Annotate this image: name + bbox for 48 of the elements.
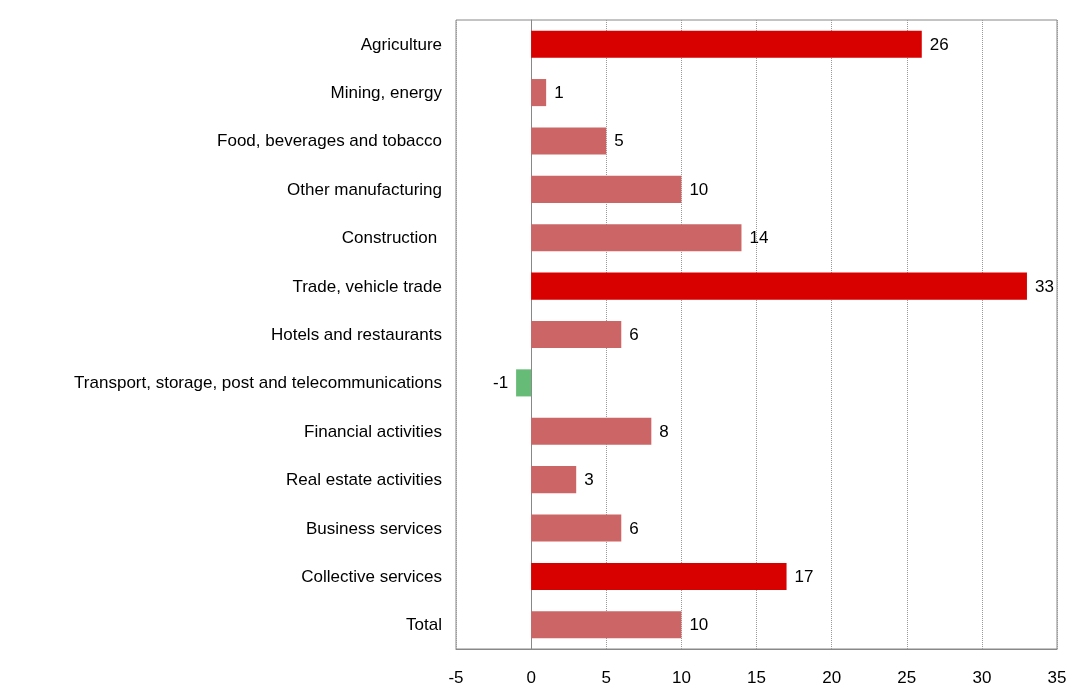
x-tick-label: 20 — [822, 668, 842, 687]
data-label: 6 — [629, 325, 639, 344]
y-tick-label: Mining, energy — [330, 83, 443, 103]
y-tick-label: Total — [406, 615, 442, 635]
y-tick-label: Hotels and restaurants — [270, 325, 442, 344]
bar — [516, 369, 532, 397]
bar — [531, 175, 682, 203]
y-tick-label: Real estate activities — [286, 470, 442, 490]
bar — [531, 272, 1027, 300]
bar — [531, 127, 607, 155]
x-tick-label: 30 — [972, 668, 992, 687]
data-label: 1 — [554, 83, 564, 103]
bar — [531, 320, 622, 349]
data-label: 17 — [794, 566, 814, 586]
data-label: 33 — [1034, 276, 1054, 296]
data-label: 10 — [689, 179, 709, 199]
x-tick-label: 25 — [897, 668, 917, 687]
data-label: 3 — [584, 470, 594, 490]
y-tick-label: Transport, storage, post and telecommunications — [74, 373, 442, 393]
x-tick-label: 15 — [747, 668, 766, 687]
data-label: 26 — [929, 34, 949, 54]
bar — [531, 417, 652, 445]
data-label: 10 — [689, 615, 709, 635]
x-tick-label: 5 — [601, 668, 611, 687]
bar — [531, 224, 742, 252]
data-label: 8 — [659, 421, 669, 441]
x-tick-label: 35 — [1047, 668, 1067, 687]
y-tick-label: Financial activities — [304, 421, 442, 441]
x-tick-label: 10 — [671, 668, 691, 687]
x-tick-label: 0 — [526, 668, 536, 687]
y-tick-label: Food, beverages and tobacco — [217, 131, 442, 151]
bar — [531, 466, 577, 494]
bar — [531, 611, 682, 639]
y-tick-label: Trade, vehicle trade — [292, 276, 442, 296]
y-tick-label: Collective services — [301, 566, 442, 586]
bar — [531, 562, 787, 590]
bar — [531, 79, 547, 107]
data-label: -1 — [492, 373, 509, 393]
y-tick-label: Other manufacturing — [287, 179, 442, 199]
data-label: 14 — [749, 228, 769, 248]
data-label: 5 — [614, 131, 624, 151]
data-label: 6 — [629, 518, 639, 538]
bar — [531, 514, 622, 542]
y-tick-label: Construction — [341, 228, 442, 248]
x-tick-label: -5 — [448, 668, 464, 687]
y-tick-label: Agriculture — [360, 34, 442, 54]
y-tick-label: Business services — [305, 518, 442, 538]
bar — [531, 30, 922, 58]
